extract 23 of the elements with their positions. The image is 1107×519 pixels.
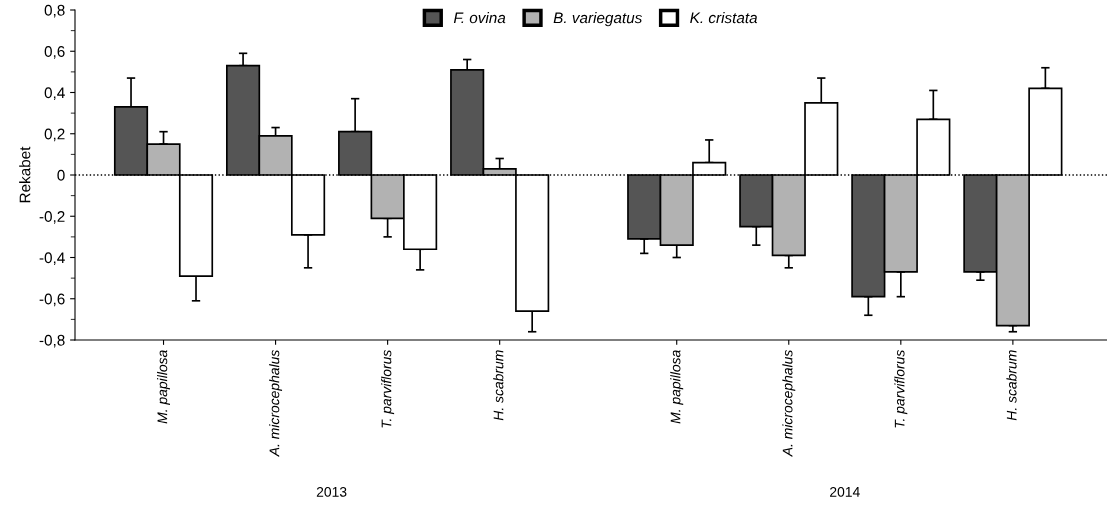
x-tick-label: T. parviflorus — [894, 350, 908, 428]
y-tick-label: 0,8 — [44, 4, 65, 18]
x-tick-label: H. scabrum — [1006, 350, 1017, 421]
text: 2013 — [316, 486, 347, 497]
x-tick-label: H. scabrum — [493, 350, 504, 421]
y-tick-label: 0,2 — [44, 128, 65, 142]
y-tick-label: -0,6 — [39, 293, 65, 307]
y-tick-label: 0,4 — [44, 87, 65, 100]
text: 2014 — [830, 486, 860, 497]
legend-label: F. ovina — [453, 12, 506, 24]
y-tick-label: -0,4 — [39, 252, 65, 265]
legend-label: B. variegatus — [553, 12, 643, 27]
x-tick-label: A. microcephalus — [269, 350, 283, 457]
y-tick-label: -0,8 — [39, 334, 65, 348]
x-tick-label: T. parviflorus — [381, 350, 395, 428]
y-tick-label: 0 — [57, 169, 65, 181]
x-tick-label: M. papillosa — [157, 350, 170, 424]
y-axis-title: Rekabet — [19, 146, 31, 203]
y-tick-label: 0,6 — [44, 46, 65, 59]
x-tick-label: A. microcephalus — [782, 350, 796, 457]
y-tick-label: -0,2 — [39, 211, 65, 224]
x-tick-label: M. papillosa — [670, 350, 684, 424]
legend-label: K. cristata — [690, 12, 758, 24]
